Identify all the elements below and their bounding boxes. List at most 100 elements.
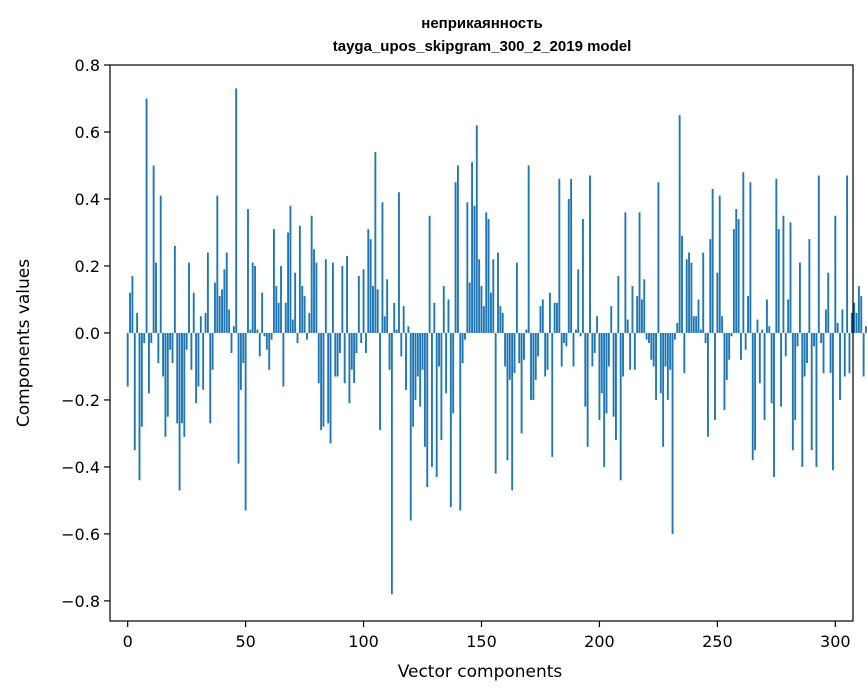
bar-130 [433, 302, 436, 333]
bar-58 [263, 332, 266, 337]
x-tick-label: 300 [820, 632, 851, 651]
bar-262 [744, 332, 747, 350]
bar-281 [789, 222, 792, 333]
bar-227 [662, 332, 665, 447]
bar-207 [615, 332, 617, 441]
bar-279 [784, 332, 787, 357]
bar-214 [631, 286, 634, 333]
bar-217 [638, 212, 641, 333]
bar-89 [336, 332, 339, 377]
bar-239 [690, 262, 693, 333]
bar-190 [574, 329, 577, 333]
bar-167 [520, 332, 523, 434]
bar-35 [209, 332, 212, 424]
bar-62 [272, 229, 275, 333]
bar-7 [143, 332, 146, 343]
bar-102 [367, 229, 370, 333]
bar-179 [548, 292, 551, 333]
bar-13 [157, 332, 160, 364]
bar-82 [320, 332, 323, 431]
x-tick-label: 0 [123, 632, 133, 651]
bar-274 [773, 332, 775, 477]
bar-177 [544, 332, 547, 377]
bar-108 [381, 202, 384, 333]
bar-307 [850, 312, 853, 333]
bar-134 [442, 286, 445, 333]
bar-30 [197, 332, 200, 387]
bar-236 [683, 332, 686, 374]
bar-152 [485, 212, 488, 333]
bar-246 [706, 332, 709, 437]
bar-26 [188, 262, 190, 333]
bar-139 [454, 182, 457, 333]
bar-237 [685, 259, 688, 333]
bar-140 [456, 165, 459, 333]
x-tick-label: 50 [235, 632, 255, 651]
bar-36 [211, 332, 214, 370]
bar-63 [275, 286, 278, 333]
bar-39 [218, 296, 221, 333]
bar-305 [846, 175, 849, 333]
y-tick-label: 0.2 [75, 257, 100, 276]
bar-303 [841, 309, 844, 333]
bar-266 [754, 332, 757, 451]
bar-257 [732, 229, 735, 333]
bar-300 [834, 215, 837, 333]
bar-210 [622, 332, 624, 377]
bar-265 [751, 332, 754, 461]
bar-95 [350, 332, 353, 370]
bar-80 [315, 262, 318, 333]
bar-28 [192, 292, 195, 333]
bar-302 [839, 332, 841, 400]
bar-17 [166, 332, 169, 417]
bar-261 [742, 172, 745, 333]
bar-132 [438, 332, 440, 367]
bar-270 [763, 332, 766, 421]
bar-277 [780, 332, 783, 407]
bar-6 [140, 332, 143, 427]
bar-235 [681, 235, 683, 333]
bar-269 [761, 329, 764, 333]
bar-180 [551, 332, 554, 457]
bar-299 [832, 332, 834, 471]
bar-27 [190, 332, 193, 370]
bar-131 [435, 332, 438, 477]
bar-104 [372, 286, 374, 333]
bar-208 [617, 276, 620, 333]
bar-37 [214, 282, 216, 333]
bar-49 [242, 332, 245, 364]
bar-187 [567, 198, 570, 333]
bar-125 [421, 332, 424, 370]
bar-31 [199, 316, 202, 333]
bar-203 [605, 332, 608, 414]
bar-147 [473, 205, 476, 333]
bar-74 [301, 286, 304, 333]
bar-200 [598, 332, 601, 421]
bar-212 [626, 319, 629, 333]
bar-282 [791, 332, 794, 451]
bar-278 [782, 215, 785, 333]
bar-188 [570, 178, 573, 333]
bar-149 [478, 259, 481, 333]
bar-193 [581, 219, 584, 333]
bar-219 [643, 279, 646, 333]
bar-213 [629, 332, 632, 370]
bar-103 [369, 239, 372, 333]
bar-109 [383, 316, 386, 333]
bar-22 [178, 332, 181, 491]
bar-144 [466, 202, 469, 333]
bar-251 [718, 195, 721, 333]
bar-304 [843, 332, 846, 377]
bar-191 [577, 269, 580, 333]
bar-91 [341, 265, 344, 333]
bar-182 [556, 302, 558, 333]
bar-1 [129, 292, 131, 333]
bar-107 [379, 332, 382, 431]
bar-143 [464, 332, 466, 340]
bar-250 [716, 272, 719, 333]
bar-9 [147, 332, 150, 394]
bar-204 [607, 332, 610, 367]
bar-129 [431, 332, 433, 467]
bar-18 [169, 332, 172, 350]
bar-154 [489, 292, 492, 333]
